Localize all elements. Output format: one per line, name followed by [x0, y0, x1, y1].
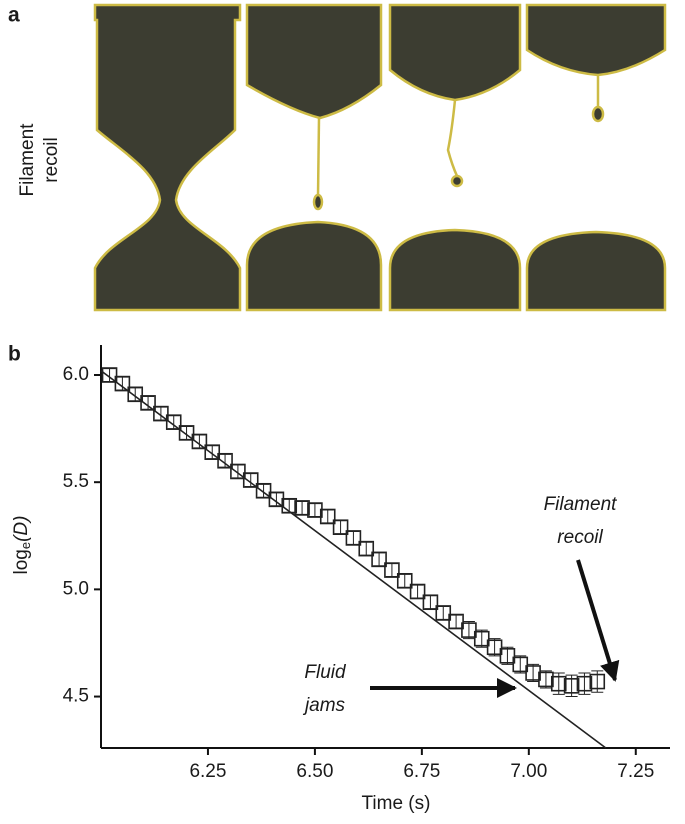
data-point [140, 395, 156, 411]
data-point [153, 405, 169, 422]
error-bar [527, 663, 540, 683]
droplet-image [245, 220, 383, 312]
x-axis-label: Time (s) [362, 793, 431, 814]
data-point [371, 551, 387, 568]
y-tick-label: 5.5 [63, 471, 89, 492]
data-point [550, 675, 567, 692]
annotation: Fluid [304, 662, 347, 683]
data-point [242, 472, 259, 488]
annotation: Filament [544, 494, 618, 515]
error-bar [450, 614, 463, 629]
data-point [345, 530, 362, 546]
annotation: jams [302, 695, 346, 716]
data-point [358, 540, 375, 557]
error-bar [334, 520, 347, 535]
data-point [396, 572, 413, 589]
error-bar [385, 563, 398, 578]
error-bar [373, 552, 386, 567]
data-point [589, 673, 606, 690]
error-bar [424, 595, 437, 610]
data-point [409, 583, 426, 600]
x-tick-label: 7.00 [510, 761, 547, 782]
data-point [563, 678, 580, 694]
data-point [101, 367, 118, 383]
error-bar [308, 503, 321, 517]
data-point [204, 444, 221, 460]
data-point [191, 433, 208, 450]
data-point [217, 452, 233, 469]
error-bar [360, 541, 373, 556]
x-tick-label: 7.25 [617, 761, 654, 782]
annotation: recoil [557, 527, 603, 548]
error-bar [437, 606, 450, 620]
y-tick-label: 6.0 [63, 364, 89, 385]
data-point [538, 671, 554, 688]
droplet-image [525, 3, 667, 77]
error-bar [501, 646, 514, 665]
droplet-image [388, 3, 522, 102]
error-bar [321, 509, 334, 524]
x-tick-label: 6.25 [189, 761, 226, 782]
arrow [576, 559, 620, 682]
panel-label: a [8, 4, 20, 27]
droplet-image [388, 228, 522, 312]
error-bar [283, 498, 296, 513]
data-point [422, 594, 439, 611]
x-tick-label: 6.75 [403, 761, 440, 782]
y-label-base: log [11, 549, 32, 574]
y-tick-label: 4.5 [63, 686, 89, 707]
filament [446, 99, 459, 177]
data-point [165, 414, 182, 430]
side-label: Filament recoil [17, 123, 62, 197]
y-tick-label: 5.0 [63, 578, 89, 599]
droplet-image [93, 3, 242, 312]
drop [591, 105, 605, 123]
data-point [230, 463, 246, 480]
data-point [114, 375, 131, 392]
error-bar [539, 670, 552, 689]
error-bar [347, 530, 360, 545]
error-bar [488, 638, 501, 657]
drop [450, 174, 464, 188]
data-point [435, 605, 452, 621]
panel-b: b Time (s) loge(D) Filament recoil Fluid… [8, 343, 670, 814]
filament [316, 117, 321, 197]
data-point [319, 508, 336, 525]
data-point [127, 386, 144, 403]
error-bar [296, 500, 309, 515]
panel-label: b [8, 343, 21, 366]
data-point [576, 675, 593, 692]
error-bar [411, 584, 424, 599]
error-bar [514, 655, 527, 674]
panel-a: a Filament recoil [8, 3, 667, 312]
x-tick-label: 6.50 [296, 761, 333, 782]
data-point [332, 519, 349, 536]
error-bar [462, 621, 475, 640]
data-point [178, 425, 195, 441]
error-bar [475, 629, 488, 648]
drop [312, 193, 324, 211]
y-label-arg: (D) [11, 516, 32, 542]
y-label-sub: e [18, 542, 33, 549]
fit-line [100, 370, 607, 749]
error-bar [398, 573, 411, 588]
data-point [294, 500, 310, 516]
side-label-line: recoil [41, 137, 62, 182]
data-point [384, 562, 400, 578]
droplet-image [245, 3, 383, 120]
droplet-image [525, 230, 667, 312]
y-axis-label: loge(D) [11, 516, 33, 575]
data-point [255, 482, 272, 499]
side-label-line: Filament [17, 123, 38, 197]
